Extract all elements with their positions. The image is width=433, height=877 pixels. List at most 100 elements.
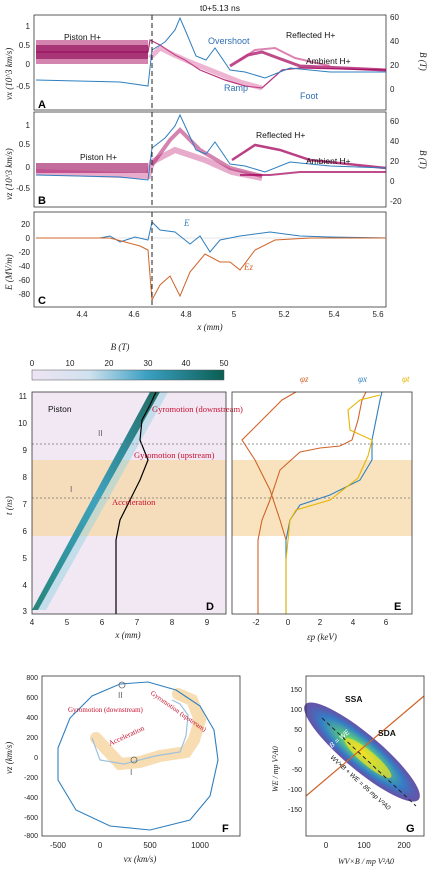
f-ytick: 200: [26, 735, 38, 742]
f-ann-accel: Acceleration: [107, 723, 146, 747]
colorbar-label: B (T): [111, 342, 130, 352]
c-xlabel: x (mm): [196, 322, 222, 332]
d-ytick: 9: [23, 446, 28, 455]
a-panel-label: A: [38, 99, 46, 111]
f-ann-gyro-down: Gyromotion (downstream): [68, 706, 144, 714]
g-ann-sda: SDA: [378, 728, 396, 738]
b-ytick-right: 60: [390, 117, 399, 126]
c-ytick: 0: [26, 234, 31, 243]
d-ann-piston: Piston: [48, 404, 72, 414]
d-ann-i: I: [70, 484, 72, 494]
d-ann-gyro-down: Gyromotion (downstream): [152, 404, 243, 414]
a-ytick: -0.5: [16, 82, 30, 91]
f-ytick: -400: [24, 795, 38, 802]
c-ylabel: E (MV/m): [4, 254, 14, 291]
colorbar-tick: 50: [220, 359, 229, 368]
f-ytick: -800: [24, 833, 38, 840]
a-ylabel-right: B (T): [418, 52, 428, 71]
d-ytick: 10: [18, 419, 27, 428]
d-ytick: 7: [23, 500, 28, 509]
f-ytick: 400: [26, 715, 38, 722]
d-ann-ii: II: [98, 428, 103, 438]
e-series-phit: φt: [402, 374, 410, 384]
a-ann-piston: Piston H+: [64, 32, 101, 42]
c-series-e: E: [183, 218, 190, 228]
c-xtick: 5: [232, 310, 237, 319]
a-ytick-right: 0: [390, 85, 395, 94]
panel-c: 20 0 -20 -40 -60 -80 4.4 4.6 4.8 5 5.2 5…: [4, 211, 387, 332]
e-xtick: 0: [286, 618, 291, 627]
panel-a: 1 0.5 0 -0.5 60 40 20 0 vx (10^3 km/s) B…: [4, 13, 428, 111]
g-ann-ssa: SSA: [345, 694, 362, 704]
e-panel-label: E: [394, 601, 401, 613]
a-ytick: 0.5: [19, 41, 31, 50]
d-xtick: 5: [65, 618, 70, 627]
f-xtick: 1000: [191, 841, 209, 850]
f-ytick: -600: [24, 815, 38, 822]
d-ytick: 5: [23, 554, 28, 563]
b-ann-ambient: Ambient H+: [306, 156, 351, 166]
c-xtick: 4.4: [76, 310, 88, 319]
c-xtick: 4.6: [128, 310, 140, 319]
e-xtick: 4: [351, 618, 356, 627]
c-series-ez: Ez: [243, 262, 253, 272]
colorbar-tick: 10: [66, 359, 75, 368]
colorbar: B (T) 0 10 20 30 40 50: [30, 342, 229, 381]
f-ytick: 800: [26, 675, 38, 682]
f-ytick: -200: [24, 775, 38, 782]
d-ann-accel: Acceleration: [112, 497, 156, 507]
b-ytick: -0.5: [16, 184, 30, 193]
a-ylabel: vx (10^3 km/s): [4, 48, 14, 100]
c-ytick: -20: [18, 248, 30, 257]
b-ylabel-right: B (T): [418, 150, 428, 169]
panel-e: φz φx φt -2 0 2 4 6 εp (keV) E: [231, 374, 413, 642]
d-ann-gyro-up: Gyromotion (upstream): [134, 450, 215, 460]
c-xtick: 4.8: [180, 310, 192, 319]
a-ann-foot: Foot: [300, 91, 319, 101]
panel-g: SSA SDA WV×B = WE WV×B + WE = 85 mp V²A0…: [271, 675, 425, 866]
c-xtick: 5.6: [372, 310, 384, 319]
a-ann-ramp: Ramp: [224, 83, 248, 93]
g-ytick: 0: [298, 747, 302, 754]
d-xtick: 7: [135, 618, 140, 627]
a-ann-ambient: Ambient H+: [306, 56, 351, 66]
c-ytick: -80: [18, 290, 30, 299]
c-xtick: 5.2: [278, 310, 290, 319]
b-ytick: 0.5: [19, 140, 31, 149]
panel-f: II I Gyromotion (downstream) Gyromotion …: [4, 675, 241, 864]
c-ytick: 20: [21, 220, 30, 229]
g-ylabel: WE / mp V²A0: [271, 746, 280, 792]
d-ytick: 8: [23, 473, 28, 482]
d-ytick: 6: [23, 527, 28, 536]
g-ytick: 50: [294, 727, 302, 734]
e-series-phiz: φz: [300, 374, 309, 384]
d-xlabel: x (mm): [114, 630, 140, 640]
panel-d: Piston II I Gyromotion (downstream) Gyro…: [4, 391, 243, 640]
c-xtick: 5.4: [328, 310, 340, 319]
g-xtick: 0: [324, 841, 329, 850]
g-xlabel: WV×B / mp V²A0: [338, 857, 394, 866]
d-ytick: 4: [23, 581, 28, 590]
a-ann-overshoot: Overshoot: [208, 36, 250, 46]
g-xtick: 200: [397, 841, 411, 850]
g-panel-label: G: [406, 823, 415, 835]
b-ytick-right: -20: [390, 197, 402, 206]
b-ytick: 0: [26, 163, 31, 172]
d-ytick: 3: [23, 607, 28, 616]
colorbar-tick: 0: [30, 359, 35, 368]
figure-top-title: t0+5.13 ns: [200, 3, 240, 13]
f-xtick: -500: [50, 841, 67, 850]
b-ytick-right: 40: [390, 137, 399, 146]
g-ytick: 100: [290, 707, 302, 714]
d-xtick: 9: [205, 618, 210, 627]
f-ytick: 600: [26, 695, 38, 702]
a-ytick-right: 40: [390, 37, 399, 46]
d-ytick: 11: [19, 392, 28, 401]
f-ylabel: vz (km/s): [4, 742, 14, 774]
c-ytick: -60: [18, 276, 30, 285]
a-ytick-right: 60: [390, 13, 399, 22]
b-ytick-right: 20: [390, 157, 399, 166]
f-panel-label: F: [222, 823, 229, 835]
d-ylabel: t (ns): [4, 496, 14, 515]
